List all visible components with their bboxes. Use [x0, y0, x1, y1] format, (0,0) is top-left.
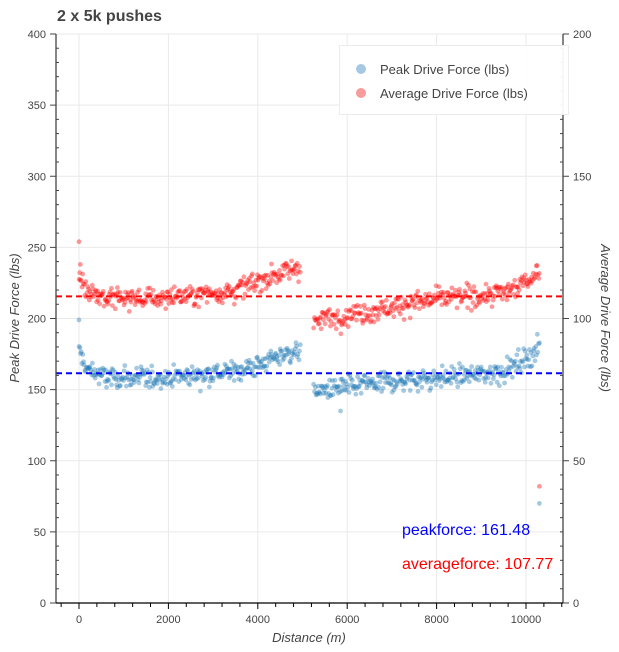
svg-text:150: 150	[573, 171, 591, 183]
svg-text:400: 400	[28, 29, 46, 41]
mean-reference-lines	[56, 295, 563, 375]
svg-text:200: 200	[28, 314, 46, 326]
svg-text:100: 100	[28, 456, 46, 468]
legend-label-average: Average Drive Force (lbs)	[380, 85, 528, 101]
legend-item-average[interactable]: Average Drive Force (lbs)	[356, 83, 528, 103]
svg-text:100: 100	[573, 314, 591, 326]
svg-text:200: 200	[573, 29, 591, 41]
svg-text:50: 50	[573, 456, 585, 468]
svg-text:8000: 8000	[424, 614, 448, 626]
x-axis-label: Distance (m)	[272, 630, 346, 645]
svg-text:6000: 6000	[335, 614, 359, 626]
chart-title: 2 x 5k pushes	[57, 8, 162, 25]
legend-dot-average-icon	[356, 88, 366, 98]
scatter-points	[76, 239, 542, 506]
svg-text:250: 250	[28, 242, 46, 254]
svg-text:4000: 4000	[246, 614, 270, 626]
svg-text:300: 300	[28, 171, 46, 183]
svg-text:10000: 10000	[511, 614, 542, 626]
legend: Peak Drive Force (lbs) Average Drive For…	[339, 45, 569, 115]
y-axis-label-left: Peak Drive Force (lbs)	[7, 253, 22, 382]
grid-lines	[56, 33, 563, 604]
legend-label-peak: Peak Drive Force (lbs)	[380, 61, 510, 77]
svg-text:50: 50	[34, 527, 46, 539]
annotation-area: peakforce: 161.48 averageforce: 107.77	[56, 34, 563, 603]
svg-text:0: 0	[40, 598, 46, 610]
peakforce-annotation: peakforce: 161.48	[402, 522, 531, 539]
svg-text:350: 350	[28, 100, 46, 112]
averageforce-annotation: averageforce: 107.77	[402, 556, 554, 573]
y-axis-label-right: Average Drive Force (lbs)	[598, 243, 613, 392]
svg-text:0: 0	[573, 598, 579, 610]
svg-text:0: 0	[76, 614, 82, 626]
svg-text:150: 150	[28, 385, 46, 397]
svg-text:2000: 2000	[156, 614, 180, 626]
legend-dot-peak-icon	[356, 64, 366, 74]
legend-item-peak[interactable]: Peak Drive Force (lbs)	[356, 59, 509, 79]
